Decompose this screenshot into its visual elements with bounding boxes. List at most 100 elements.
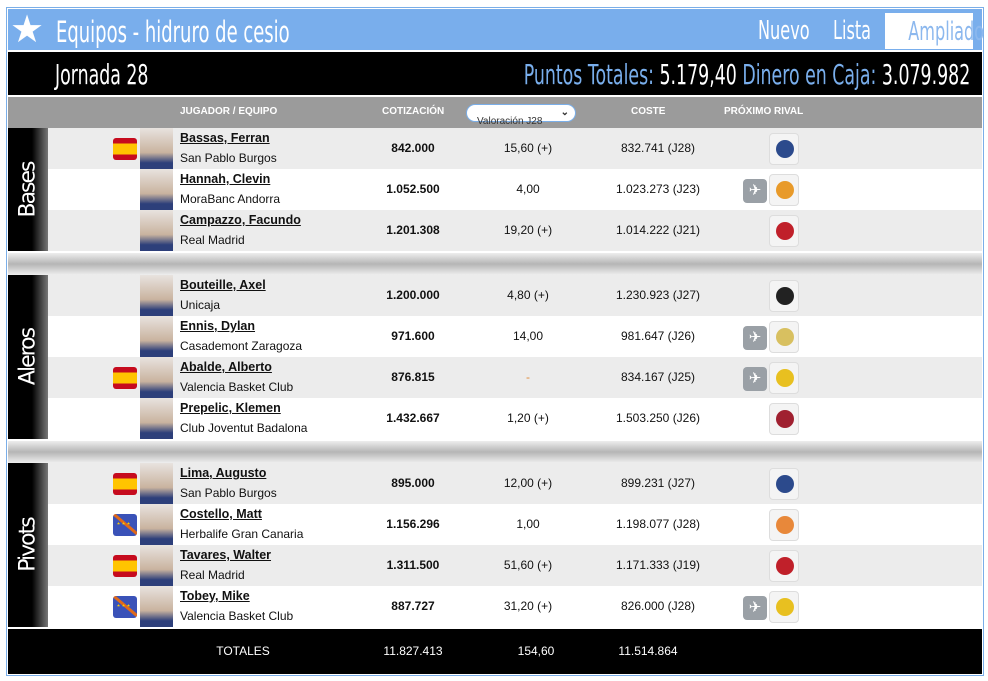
star-logo-icon: ★ bbox=[10, 9, 45, 51]
player-row: Tavares, Walter Real Madrid 1.311.500 51… bbox=[48, 545, 982, 586]
nav-ampliado[interactable]: Ampliado bbox=[885, 13, 984, 49]
col-cotizacion: COTIZACIÓN bbox=[382, 106, 445, 117]
rival-team-logo[interactable] bbox=[769, 468, 799, 500]
next-rival: ✈ bbox=[743, 591, 823, 623]
player-photo bbox=[140, 504, 173, 545]
rival-team-logo[interactable] bbox=[769, 133, 799, 165]
airplane-away-icon: ✈ bbox=[743, 596, 767, 620]
player-name-link[interactable]: Tavares, Walter bbox=[180, 548, 272, 562]
next-rival: ✈ bbox=[743, 174, 823, 206]
player-photo bbox=[140, 210, 173, 251]
player-name-link[interactable]: Tobey, Mike bbox=[180, 589, 250, 603]
player-name-link[interactable]: Lima, Augusto bbox=[180, 466, 267, 480]
totals-valoracion: 154,60 bbox=[517, 644, 555, 658]
header: ★ Equipos - hidruro de cesio Nuevo Lista… bbox=[8, 9, 984, 51]
rival-team-logo[interactable] bbox=[769, 321, 799, 353]
cotizacion: 842.000 bbox=[391, 141, 435, 155]
coste: 1.171.333 (J19) bbox=[615, 558, 701, 572]
jornada-label: Jornada 28 bbox=[55, 58, 149, 91]
player-name-link[interactable]: Bouteille, Axel bbox=[180, 278, 266, 292]
rival-team-logo[interactable] bbox=[769, 403, 799, 435]
player-name-link[interactable]: Hannah, Clevin bbox=[180, 172, 271, 186]
rival-team-logo[interactable] bbox=[769, 509, 799, 541]
coste: 826.000 (J28) bbox=[620, 599, 696, 613]
player-team: Real Madrid bbox=[180, 233, 245, 247]
player-team: San Pablo Burgos bbox=[180, 486, 277, 500]
player-photo bbox=[140, 275, 173, 316]
player-name-link[interactable]: Prepelic, Klemen bbox=[180, 401, 281, 415]
rival-team-logo[interactable] bbox=[769, 362, 799, 394]
player-team: Herbalife Gran Canaria bbox=[180, 527, 304, 541]
position-label: Bases bbox=[8, 128, 48, 251]
eu-flag-icon bbox=[113, 514, 137, 536]
player-row: Campazzo, Facundo Real Madrid 1.201.308 … bbox=[48, 210, 982, 251]
player-photo bbox=[140, 357, 173, 398]
rival-team-logo[interactable] bbox=[769, 280, 799, 312]
puntos-value: 5.179,40 bbox=[659, 58, 737, 91]
player-team: MoraBanc Andorra bbox=[180, 192, 281, 206]
player-row: Abalde, Alberto Valencia Basket Club 876… bbox=[48, 357, 982, 398]
player-team: Casademont Zaragoza bbox=[180, 339, 303, 353]
valoracion: 14,00 bbox=[512, 329, 544, 343]
player-name-link[interactable]: Bassas, Ferran bbox=[180, 131, 270, 145]
col-player: JUGADOR / EQUIPO bbox=[180, 106, 278, 117]
player-row: Hannah, Clevin MoraBanc Andorra 1.052.50… bbox=[48, 169, 982, 210]
position-label: Pivots bbox=[8, 463, 48, 627]
valoracion-select[interactable]: Valoración J28 ⌄ bbox=[466, 104, 576, 127]
spain-flag-icon bbox=[113, 555, 137, 577]
cotizacion: 1.156.296 bbox=[386, 517, 440, 531]
rival-team-logo[interactable] bbox=[769, 550, 799, 582]
cotizacion: 876.815 bbox=[391, 370, 435, 384]
spain-flag-icon bbox=[113, 367, 137, 389]
cotizacion: 1.200.000 bbox=[386, 288, 440, 302]
col-rival: PRÓXIMO RIVAL bbox=[724, 106, 804, 117]
coste: 981.647 (J26) bbox=[620, 329, 696, 343]
valoracion-select-value: Valoración J28 bbox=[477, 116, 543, 127]
summary-values: Puntos Totales: 5.179,40 Dinero en Caja:… bbox=[523, 58, 970, 91]
player-photo bbox=[140, 169, 173, 210]
rival-team-logo[interactable] bbox=[769, 174, 799, 206]
next-rival bbox=[743, 550, 823, 582]
player-name-link[interactable]: Ennis, Dylan bbox=[180, 319, 256, 333]
player-name-link[interactable]: Costello, Matt bbox=[180, 507, 262, 521]
airplane-away-icon: ✈ bbox=[743, 179, 767, 203]
coste: 1.503.250 (J26) bbox=[615, 411, 701, 425]
section-aleros: Aleros Bouteille, Axel Unicaja 1.200.000… bbox=[8, 275, 982, 439]
valoracion: 4,00 bbox=[516, 182, 540, 196]
spain-flag-icon bbox=[113, 473, 137, 495]
valoracion: 1,00 bbox=[516, 517, 540, 531]
rival-team-logo[interactable] bbox=[769, 591, 799, 623]
section-bases: Bases Bassas, Ferran San Pablo Burgos 84… bbox=[8, 128, 982, 251]
cotizacion: 1.311.500 bbox=[386, 558, 440, 572]
cotizacion: 1.432.667 bbox=[386, 411, 440, 425]
airplane-away-icon: ✈ bbox=[743, 326, 767, 350]
section-divider bbox=[8, 441, 982, 463]
player-photo bbox=[140, 545, 173, 586]
player-row: Bassas, Ferran San Pablo Burgos 842.000 … bbox=[48, 128, 982, 169]
nav-nuevo[interactable]: Nuevo bbox=[758, 16, 810, 46]
rival-team-logo[interactable] bbox=[769, 215, 799, 247]
valoracion: 19,20 (+) bbox=[503, 223, 553, 237]
cotizacion: 1.052.500 bbox=[386, 182, 440, 196]
column-header: JUGADOR / EQUIPO COTIZACIÓN Valoración J… bbox=[8, 97, 982, 128]
summary-bar: Jornada 28 Puntos Totales: 5.179,40 Dine… bbox=[8, 52, 982, 95]
player-team: Valencia Basket Club bbox=[180, 380, 294, 394]
valoracion: 1,20 (+) bbox=[507, 411, 549, 425]
spain-flag-icon bbox=[113, 138, 137, 160]
player-name-link[interactable]: Abalde, Alberto bbox=[180, 360, 272, 374]
coste: 1.023.273 (J23) bbox=[615, 182, 701, 196]
player-name-link[interactable]: Campazzo, Facundo bbox=[180, 213, 301, 227]
nav-lista[interactable]: Lista bbox=[833, 16, 872, 46]
totals-coste: 11.514.864 bbox=[618, 644, 678, 658]
next-rival: ✈ bbox=[743, 362, 823, 394]
player-team: Unicaja bbox=[180, 298, 221, 312]
coste: 1.198.077 (J28) bbox=[615, 517, 701, 531]
page-title: Equipos - hidruro de cesio bbox=[56, 15, 290, 49]
totals-label: TOTALES bbox=[216, 644, 270, 658]
player-team: San Pablo Burgos bbox=[180, 151, 277, 165]
next-rival bbox=[743, 215, 823, 247]
chevron-down-icon: ⌄ bbox=[560, 107, 569, 118]
player-row: Prepelic, Klemen Club Joventut Badalona … bbox=[48, 398, 982, 439]
valoracion: 15,60 (+) bbox=[503, 141, 553, 155]
nav-ampliado-label: Ampliado bbox=[908, 17, 985, 47]
